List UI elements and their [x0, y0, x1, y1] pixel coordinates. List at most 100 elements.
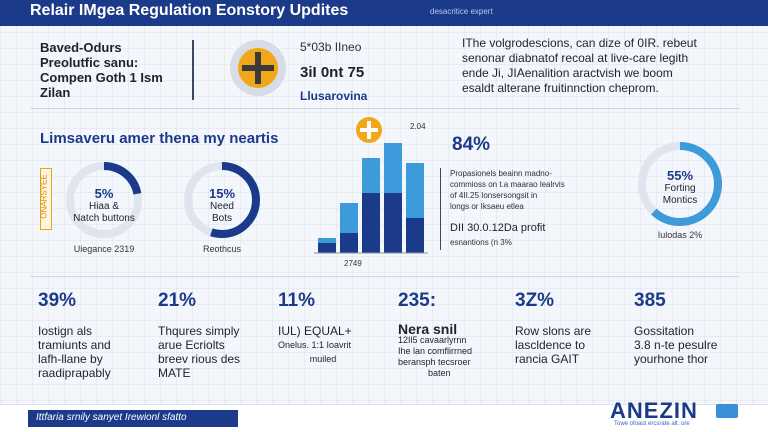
stat-text: Nera snil 12Il5 cavaarlyrnn Ihe lan comf…	[398, 322, 513, 379]
bar-base-0	[318, 243, 336, 253]
stat-line: yourhone thor	[634, 352, 709, 366]
bar-top-0	[318, 238, 336, 243]
ring-arc	[638, 142, 722, 226]
stat-line: tramiunts and	[38, 338, 111, 352]
gauge-arc	[184, 162, 260, 238]
brand-mark-icon	[716, 404, 738, 418]
brand-tagline: Towe ofoaut ercsrate alt. ore	[614, 421, 690, 427]
gauge-percent: 5%	[94, 186, 114, 201]
footer-text: Ittfaria srnily sanyet Irewionl sfatto	[36, 412, 187, 423]
stat-value: 39%	[38, 290, 77, 311]
stat-value: 235:	[398, 290, 437, 311]
ring-sub-line: Forting	[664, 183, 696, 194]
callout-line: commioss on t.a maarao lealrvis	[450, 180, 565, 189]
callout-line: longs or Iksaeu etlea	[450, 202, 524, 211]
intro-line: Preolutfic sanu:	[40, 55, 139, 70]
brand-logo[interactable]: ANEZIN	[610, 398, 698, 423]
bar-callout-profit: DII 30.0.12Da profit	[450, 222, 546, 234]
plus-circle-icon	[230, 40, 286, 96]
gauge-chart-2	[184, 162, 260, 238]
bar-tick-top: 2.04	[410, 122, 426, 131]
stat-line: breev rious des	[158, 352, 241, 366]
callout-line: Propasionels beainn madno-	[450, 169, 552, 178]
callout-line: of 4II.25 Ionsersongsit in	[450, 191, 538, 200]
stat-card: 21% Thqures simply arue Ecriolts breev r…	[158, 290, 273, 380]
stat-line: Thqures simply	[158, 324, 240, 338]
gauge-sub-line: Natch buttons	[73, 213, 135, 224]
plus-small-icon	[356, 117, 382, 143]
description: IThe volgrodescions, can dize of 0IR. re…	[462, 36, 752, 96]
intro-text: Baved-Odurs Preolutfic sanu: Compen Goth…	[40, 40, 200, 100]
stat-value: 21%	[158, 290, 197, 311]
stat-value: 11%	[278, 290, 315, 311]
side-tag	[40, 168, 52, 230]
ring-chart	[638, 142, 722, 226]
description-line: esaldt alterane fruitinnction cheprom.	[462, 81, 659, 95]
gauge-2-label: 15% Need Bots	[180, 186, 264, 225]
stat-value: 385	[634, 290, 666, 311]
stat-line: beransph tecsroer	[398, 357, 471, 367]
stat-value: 3Z%	[515, 290, 555, 311]
callout-divider	[440, 168, 441, 250]
bar-base-2	[362, 193, 380, 253]
bar-top-3	[384, 143, 402, 193]
gauge-percent: 15%	[208, 186, 236, 201]
header-subtitle: desacritice expert	[430, 7, 493, 16]
stat-card: 385 Gossitation 3.8 n-te pesulre yourhon…	[634, 290, 749, 366]
stat-line: MATE	[158, 366, 191, 380]
gauge-1-caption: Uiegance 2319	[73, 244, 135, 254]
ring-caption: Iulodas 2%	[657, 230, 703, 240]
intro-line: Compen Goth 1 Ism	[40, 70, 163, 85]
stat-line: 3.8 n-te pesulre	[634, 338, 718, 352]
section-heading: Limsaveru amer thena my neartis	[40, 130, 279, 147]
side-tag-label: ONARSYEE	[39, 174, 49, 219]
stat-line: rancia GAIT	[515, 352, 580, 366]
divider	[30, 108, 740, 109]
stat-line: IUL) EQUAL+	[278, 324, 352, 338]
stat-line: 12Il5 cavaarlyrnn	[398, 335, 467, 345]
gauge-sub-line: Bots	[211, 213, 232, 224]
bar-top-2	[362, 158, 380, 193]
bar-chart: 2.04 2749	[314, 122, 428, 268]
ring-sub-line: Montics	[662, 195, 698, 206]
stat-line: lascldence to	[515, 338, 586, 352]
stat-card: 3Z% Row slons are lascldence to rancia G…	[515, 290, 630, 366]
description-line: IThe volgrodescions, can dize of 0IR. re…	[462, 36, 697, 50]
key-stat-value: 3iI 0nt 75	[300, 64, 365, 81]
ring-label: 55% Forting Montics	[634, 168, 726, 207]
key-stat: 5*03b IIneo 3iI 0nt 75 Llusarovina	[300, 40, 410, 103]
bar-tick-bottom: 2749	[344, 259, 362, 268]
key-stat-caption: Llusarovina	[300, 89, 368, 103]
intro-divider	[192, 40, 194, 100]
stat-line: arue Ecriolts	[158, 338, 225, 352]
gauge-1-label: 5% Hiaa & Natch buttons	[62, 186, 146, 225]
stat-card: 11% IUL) EQUAL+ Onelus. 1:1 Ioavrit muil…	[278, 290, 393, 366]
gauge-sub-line: Need	[210, 201, 234, 212]
bar-base-3	[384, 193, 402, 253]
gauge-sub-line: Hiaa &	[88, 201, 119, 212]
description-line: ende Ji, JIAenalition aractvish we boom	[462, 66, 673, 80]
footer-banner	[28, 410, 238, 427]
gauge-2-caption: Reothcus	[202, 244, 242, 254]
gauge-arc	[66, 162, 142, 238]
divider	[30, 276, 740, 277]
stat-line: Gossitation	[634, 324, 695, 338]
description-line: senonar diabnatof recoal at live-care le…	[462, 51, 689, 65]
bar-base-1	[340, 233, 358, 253]
stat-text: Iostign als tramiunts and lafh-llane by …	[38, 324, 153, 380]
stat-line: baten	[428, 368, 451, 378]
stat-line: Ihe lan comflirrned	[398, 346, 473, 356]
stat-line: muiled	[309, 354, 337, 364]
bar-top-4	[406, 163, 424, 218]
key-stat-line: 5*03b IIneo	[300, 40, 362, 54]
stat-line: Iostign als	[38, 324, 93, 338]
bar-callout-text: Propasionels beainn madno- commioss on t…	[450, 168, 600, 212]
stat-card: 235: Nera snil 12Il5 cavaarlyrnn Ihe lan…	[398, 290, 513, 379]
header-bar	[0, 0, 768, 26]
stat-line: raadiprapably	[38, 366, 111, 380]
stat-line: lafh-llane by	[38, 352, 103, 366]
stat-line: Onelus. 1:1 Ioavrit	[278, 340, 352, 350]
bar-callout-percent: 84%	[452, 134, 491, 155]
ring-percent: 55%	[666, 168, 694, 183]
stat-text: IUL) EQUAL+ Onelus. 1:1 Ioavrit muiled	[278, 324, 393, 366]
